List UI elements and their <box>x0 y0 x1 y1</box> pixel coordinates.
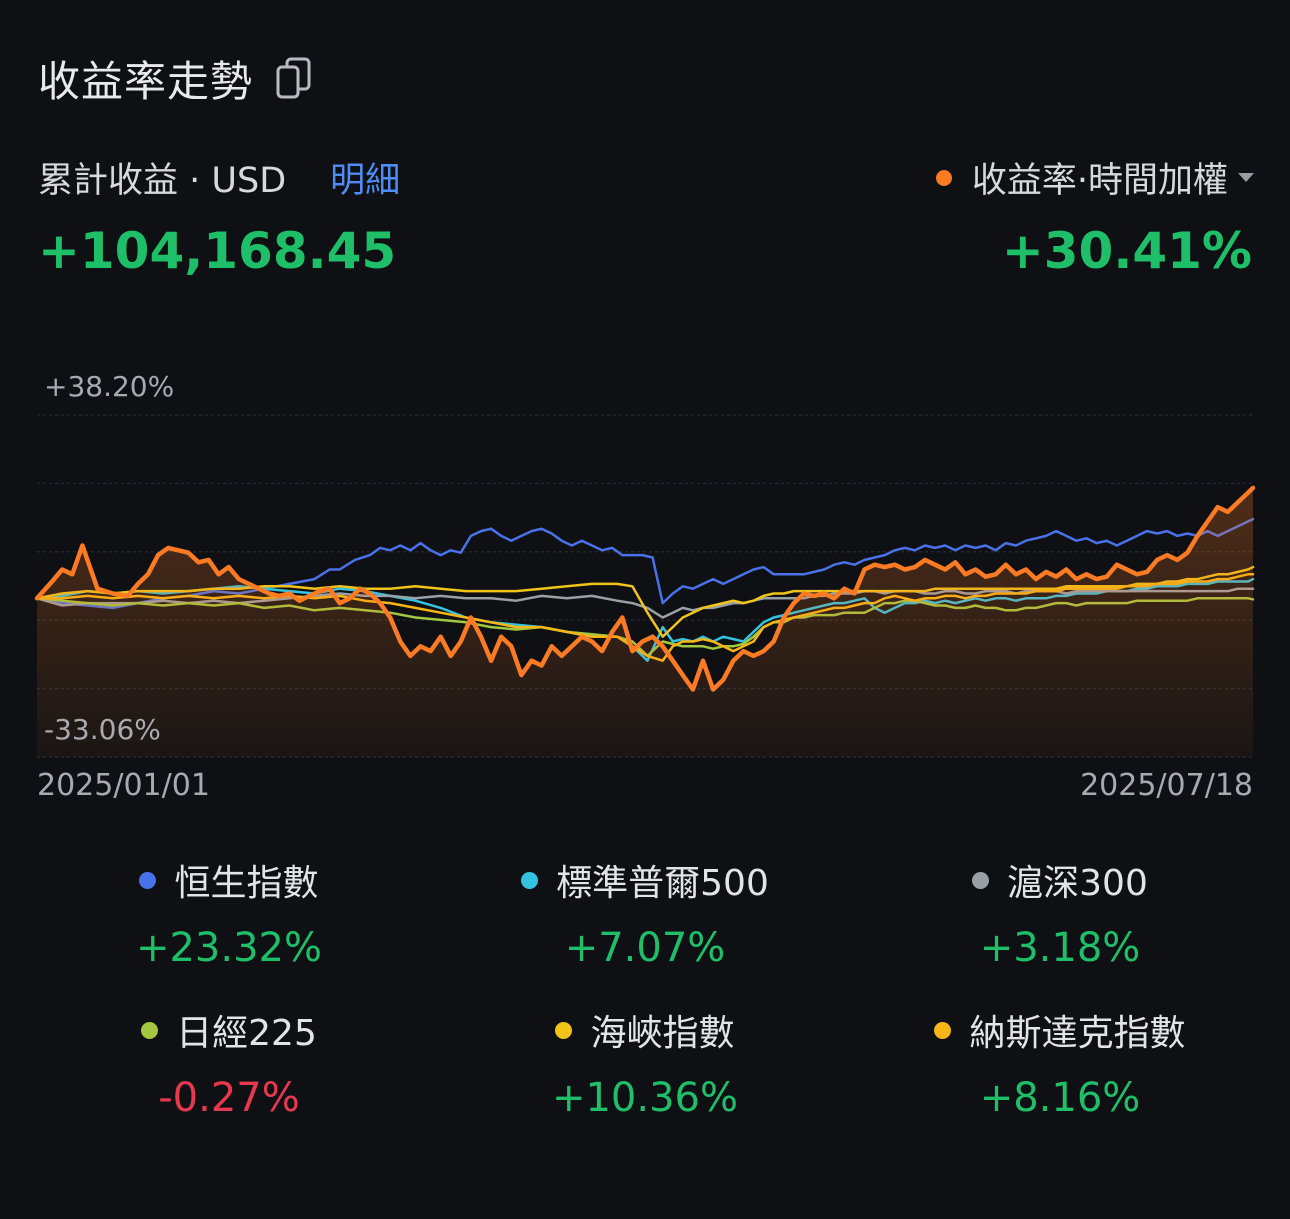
legend-name: 納斯達克指數 <box>969 1013 1186 1054</box>
legend-item-sp500[interactable]: 標準普爾500 +7.07% <box>430 855 860 975</box>
portfolio-dot-icon <box>935 169 952 186</box>
legend-item-hang-seng[interactable]: 恒生指數 +23.32% <box>14 855 444 975</box>
x-end-label: 2025/07/18 <box>1080 768 1253 803</box>
cumulative-header: 累計收益 · USD 明細 <box>38 152 400 203</box>
legend-dot-icon <box>555 1021 573 1039</box>
cumulative-label: 累計收益 · USD <box>38 161 287 201</box>
page-title: 收益率走勢 <box>38 56 254 106</box>
legend-value: +10.36% <box>551 1075 739 1121</box>
detail-link[interactable]: 明細 <box>330 161 401 201</box>
legend-item-csi300[interactable]: 滬深300 +3.18% <box>845 855 1275 975</box>
legend-name: 海峽指數 <box>590 1013 735 1054</box>
return-value: +30.41% <box>1001 222 1252 280</box>
y-min-label: -33.06% <box>44 713 161 746</box>
metric-selector-label: 收益率·時間加權 <box>971 161 1228 201</box>
legend-dot-icon <box>934 1021 952 1039</box>
series-line-恒生指數 <box>35 517 1255 610</box>
legend-dot-icon <box>972 871 990 889</box>
legend-item-straits[interactable]: 海峽指數 +10.36% <box>430 1005 860 1125</box>
legend-value: +23.32% <box>135 925 323 971</box>
legend-value: -0.27% <box>158 1075 300 1121</box>
x-start-label: 2025/01/01 <box>37 768 210 803</box>
legend-name: 恒生指數 <box>174 863 319 904</box>
legend-dot-icon <box>139 871 157 889</box>
legend-name: 滬深300 <box>1007 863 1148 904</box>
legend-item-nasdaq[interactable]: 納斯達克指數 +8.16% <box>845 1005 1275 1125</box>
legend-item-nikkei225[interactable]: 日經225 -0.27% <box>14 1005 444 1125</box>
title-row: 收益率走勢 <box>38 48 315 108</box>
legend-value: +8.16% <box>979 1075 1141 1121</box>
y-max-label: +38.20% <box>44 370 175 403</box>
legend-value: +7.07% <box>564 925 726 971</box>
share-icon[interactable] <box>275 55 315 101</box>
series-area-portfolio <box>37 487 1253 757</box>
metric-selector[interactable]: 收益率·時間加權 <box>935 152 1254 203</box>
legend-name: 日經225 <box>176 1013 317 1054</box>
legend-dot-icon <box>521 871 539 889</box>
legend-value: +3.18% <box>979 925 1141 971</box>
return-chart[interactable] <box>0 0 1290 770</box>
legend-dot-icon <box>141 1021 159 1039</box>
legend-name: 標準普爾500 <box>556 863 769 904</box>
chevron-down-icon <box>1238 173 1254 182</box>
cumulative-value: +104,168.45 <box>38 222 397 280</box>
series-line-portfolio <box>34 485 1256 692</box>
